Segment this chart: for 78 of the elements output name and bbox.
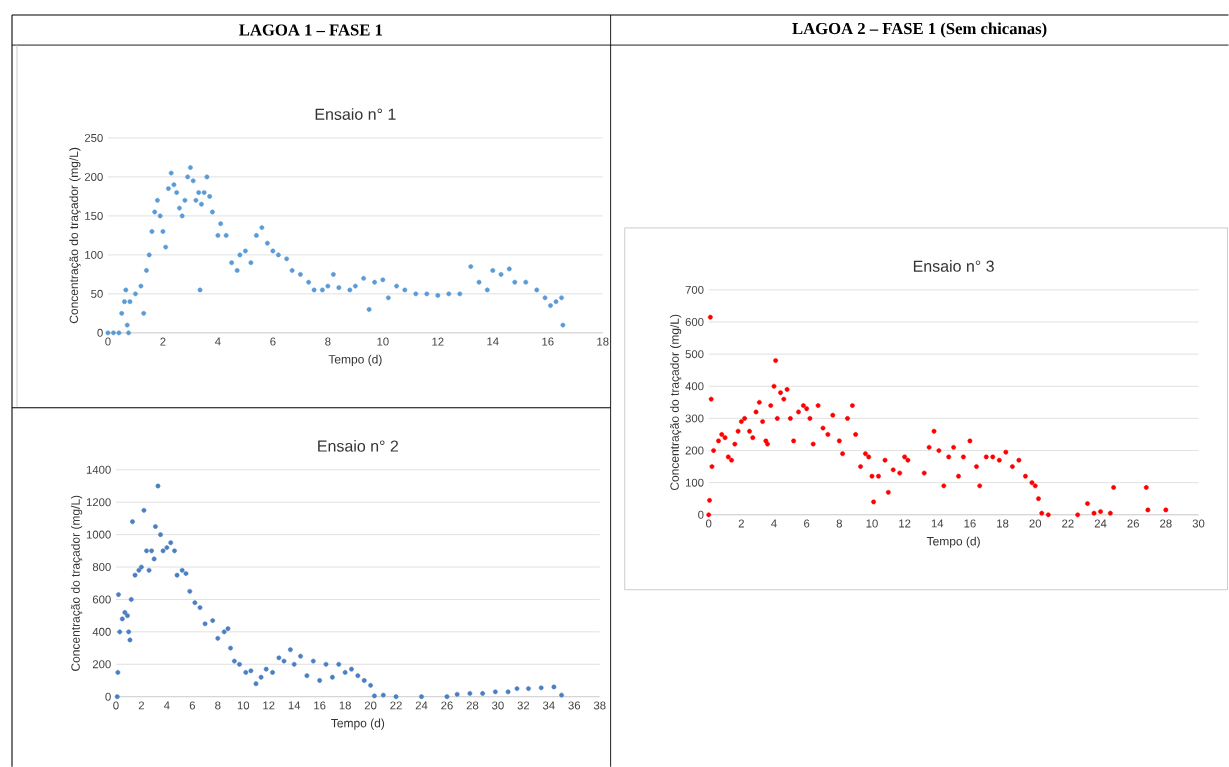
chart-title: Ensaio n° 1 [315,108,396,120]
x-tick-label: 6 [804,519,810,528]
x-tick-label: 18 [339,701,351,710]
x-tick-label: 22 [390,701,402,710]
x-tick-label: 36 [568,701,581,710]
y-tick-label: 250 [84,133,103,142]
x-tick-label: 24 [415,701,428,710]
y-tick-label: 700 [685,285,704,294]
x-tick-label: 18 [997,519,1009,528]
x-tick-label: 0 [705,519,712,528]
x-tick-label: 14 [487,337,499,346]
x-tick-label: 10 [237,701,250,710]
y-tick-label: 0 [105,692,111,701]
x-tick-label: 4 [215,337,221,346]
x-tick-label: 26 [441,701,453,710]
y-tick-label: 150 [85,211,103,220]
x-axis-title: Tempo (d) [331,718,385,730]
y-tick-label: 200 [685,446,704,455]
y-tick-label: 100 [685,478,704,487]
chart-title: Ensaio n° 2 [318,439,399,452]
x-axis-title: Tempo (d) [328,354,382,366]
y-tick-label: 0 [698,510,704,519]
x-tick-label: 14 [931,519,944,528]
y-tick-label: 400 [92,627,111,636]
y-tick-label: 300 [685,414,704,423]
x-tick-label: 16 [964,519,976,528]
text: LAGOA 1 – FASE 1 [239,24,383,36]
x-tick-label: 8 [215,701,221,710]
x-tick-label: 20 [364,701,377,710]
x-tick-label: 14 [288,701,301,710]
x-tick-label: 10 [377,337,389,346]
y-tick-label: 1000 [86,530,111,539]
y-tick-label: 600 [92,595,111,604]
y-tick-label: 800 [92,562,111,571]
x-tick-label: 8 [325,337,331,346]
y-tick-label: 50 [91,289,103,298]
y-axis-title: Concentração do traçador (mg/L) [69,147,81,324]
x-tick-label: 10 [866,519,878,528]
y-tick-label: 200 [84,172,103,181]
x-tick-label: 20 [1029,519,1042,528]
x-tick-label: 26 [1127,519,1139,528]
y-tick-label: 1400 [86,465,111,474]
x-tick-label: 28 [1160,519,1172,528]
x-tick-label: 30 [1192,519,1205,528]
chart-title: Ensaio n° 3 [913,260,994,272]
x-tick-label: 2 [138,701,144,710]
x-tick-label: 2 [738,519,744,528]
x-tick-label: 30 [492,701,504,710]
x-tick-label: 12 [899,519,911,528]
x-tick-label: 34 [542,701,555,710]
x-axis-title: Tempo (d) [926,536,980,548]
x-tick-label: 16 [542,337,554,346]
x-tick-label: 12 [263,701,275,710]
y-tick-label: 600 [685,317,704,326]
x-tick-label: 4 [771,519,777,528]
x-tick-label: 2 [160,337,166,346]
x-tick-label: 6 [189,701,195,710]
text: LAGOA 2 – FASE 1 (Sem chicanas) [792,22,1047,38]
x-tick-label: 38 [593,701,606,710]
y-tick-label: 500 [685,350,704,359]
x-tick-label: 4 [163,701,170,710]
x-tick-label: 24 [1094,519,1107,528]
x-tick-label: 16 [314,701,326,710]
y-axis-title: Concentração do traçador (mg/L) [670,314,682,490]
y-tick-label: 1200 [86,498,111,507]
y-axis-title: Concentração do traçador (mg/L) [70,495,83,671]
x-tick-label: 32 [517,701,530,710]
x-tick-label: 6 [270,337,276,346]
x-tick-label: 8 [836,519,842,528]
y-tick-label: 200 [92,660,111,669]
x-tick-label: 28 [466,701,479,710]
y-tick-label: 400 [685,382,704,391]
x-tick-label: 22 [1062,519,1074,528]
x-tick-label: 12 [432,337,444,346]
x-tick-label: 18 [597,337,609,346]
x-tick-label: 0 [113,701,119,710]
y-tick-label: 100 [85,250,103,259]
y-tick-label: 0 [97,328,103,337]
